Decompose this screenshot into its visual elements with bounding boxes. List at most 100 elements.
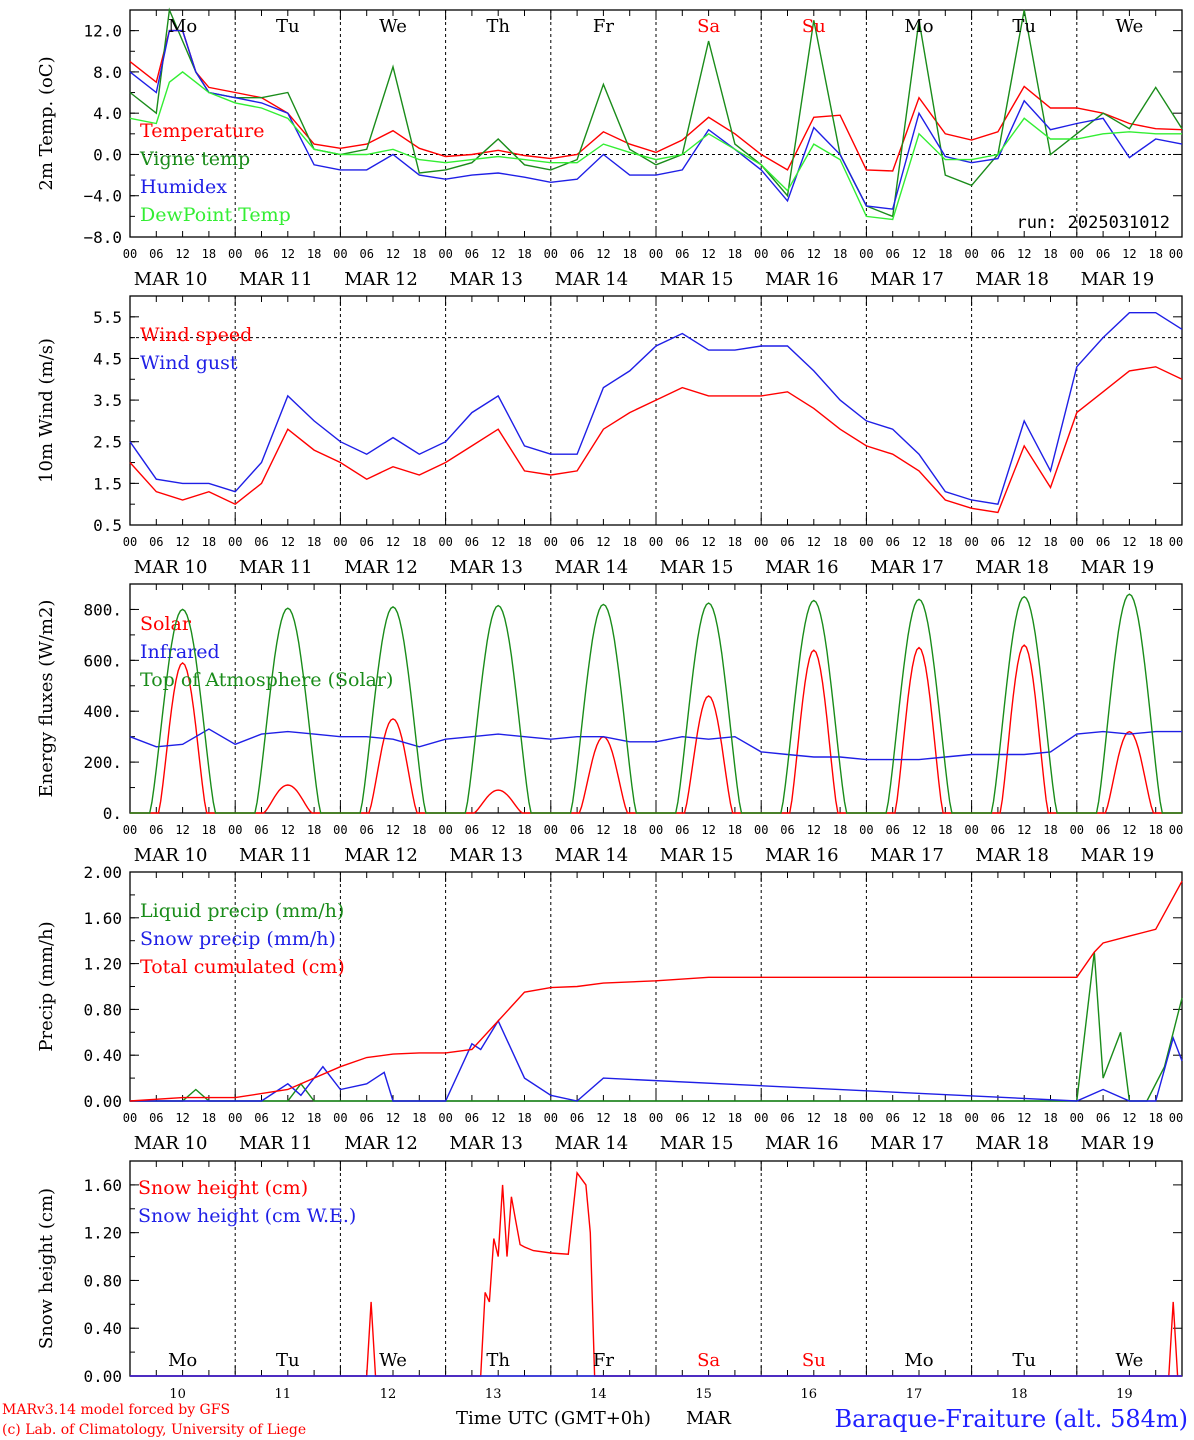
hour-label: 12 — [386, 247, 400, 261]
hour-label: 00 — [649, 1111, 663, 1125]
date-label: MAR 16 — [765, 1133, 839, 1154]
hour-label: 18 — [833, 535, 847, 549]
legend-entry: Humidex — [140, 176, 227, 198]
hour-label: 12 — [175, 535, 189, 549]
hour-label: 18 — [622, 1111, 636, 1125]
hour-label: 06 — [991, 247, 1005, 261]
day-of-week-label: Th — [486, 1350, 510, 1371]
hour-label: 00 — [123, 535, 137, 549]
date-label: MAR 16 — [765, 557, 839, 578]
hour-label: 18 — [622, 247, 636, 261]
y-tick-label: 1.20 — [83, 1224, 122, 1243]
hour-label: 12 — [175, 823, 189, 837]
date-label: MAR 11 — [239, 1133, 313, 1154]
hour-label: 00 — [649, 247, 663, 261]
day-of-week-label: Tu — [276, 1350, 300, 1371]
day-of-week-label: We — [1116, 16, 1144, 37]
hour-label: 12 — [1122, 1111, 1136, 1125]
y-axis-label: 2m Temp. (oC) — [36, 56, 57, 190]
hour-label: 06 — [885, 247, 899, 261]
hour-label: 12 — [1017, 247, 1031, 261]
hour-label: 12 — [281, 247, 295, 261]
date-label: MAR 11 — [239, 845, 313, 866]
hour-label: 00 — [859, 535, 873, 549]
y-axis-label: Precip (mm/h) — [36, 921, 57, 1051]
date-label: MAR 12 — [344, 845, 418, 866]
hour-label: 00 — [1070, 247, 1084, 261]
hour-label: 12 — [701, 1111, 715, 1125]
date-label: MAR 13 — [449, 557, 523, 578]
y-tick-label: 0.0 — [93, 145, 122, 164]
hour-label: 18 — [728, 1111, 742, 1125]
day-number-label: 19 — [1116, 1387, 1133, 1402]
hour-label: 18 — [728, 823, 742, 837]
date-label: MAR 15 — [660, 1133, 734, 1154]
legend-entry: Temperature — [140, 120, 264, 142]
day-of-week-label: Mo — [168, 1350, 197, 1371]
hour-label: 12 — [491, 247, 505, 261]
hour-label: 12 — [491, 535, 505, 549]
hour-label: 12 — [701, 823, 715, 837]
y-tick-label: 0.00 — [83, 1092, 122, 1111]
hour-label: 12 — [596, 247, 610, 261]
hour-label: 00 — [333, 1111, 347, 1125]
hour-label: 00 — [1169, 247, 1183, 261]
panel-1: 12.0 8.0 4.0 0.0 −4.0 −8.0 2m Temp. (oC) Temper… — [36, 7, 1183, 290]
hour-label: 18 — [307, 823, 321, 837]
hour-label: 18 — [517, 823, 531, 837]
hour-label: 00 — [333, 823, 347, 837]
hour-label: 06 — [359, 1111, 373, 1125]
date-label: MAR 17 — [870, 557, 944, 578]
hour-label: 06 — [991, 1111, 1005, 1125]
hour-label: 06 — [359, 535, 373, 549]
y-tick-label: 2.00 — [83, 863, 122, 882]
hour-label: 06 — [885, 823, 899, 837]
hour-label: 00 — [964, 535, 978, 549]
hour-label: 12 — [1122, 535, 1136, 549]
hour-label: 06 — [465, 535, 479, 549]
hour-label: 12 — [281, 823, 295, 837]
hour-label: 12 — [1122, 247, 1136, 261]
hour-label: 18 — [833, 1111, 847, 1125]
hour-label: 18 — [517, 1111, 531, 1125]
day-number-label: 14 — [590, 1387, 607, 1402]
day-of-week-label: Mo — [168, 16, 197, 37]
hour-label: 18 — [1043, 247, 1057, 261]
hour-label: 00 — [1169, 823, 1183, 837]
date-label: MAR 18 — [975, 1133, 1049, 1154]
hour-label: 18 — [412, 823, 426, 837]
hour-label: 18 — [938, 823, 952, 837]
date-label: MAR 15 — [660, 269, 734, 290]
hour-label: 12 — [807, 535, 821, 549]
date-label: MAR 11 — [239, 269, 313, 290]
hour-label: 00 — [649, 823, 663, 837]
hour-label: 06 — [1096, 247, 1110, 261]
date-label: MAR 17 — [870, 269, 944, 290]
hour-label: 00 — [1070, 535, 1084, 549]
hour-label: 12 — [1017, 1111, 1031, 1125]
y-tick-label: 1.5 — [93, 474, 122, 493]
hour-label: 06 — [1096, 1111, 1110, 1125]
y-tick-label: 4.5 — [93, 349, 122, 368]
y-tick-label: 4.0 — [93, 104, 122, 123]
hour-label: 00 — [123, 247, 137, 261]
y-tick-label: 0.40 — [83, 1046, 122, 1065]
day-of-week-label: Tu — [1012, 1350, 1036, 1371]
hour-label: 06 — [149, 535, 163, 549]
day-of-week-label: We — [379, 1350, 407, 1371]
series-line — [130, 593, 1182, 814]
hour-label: 12 — [491, 1111, 505, 1125]
hour-label: 06 — [254, 1111, 268, 1125]
legend-entry: Total cumulated (cm) — [140, 956, 345, 978]
y-tick-label: −4.0 — [83, 187, 122, 206]
month-label: MAR — [686, 1408, 731, 1429]
hour-label: 00 — [964, 823, 978, 837]
hour-label: 12 — [386, 535, 400, 549]
hour-label: 18 — [202, 247, 216, 261]
hour-label: 06 — [359, 823, 373, 837]
day-of-week-label: We — [1116, 1350, 1144, 1371]
hour-label: 00 — [754, 535, 768, 549]
hour-label: 00 — [123, 1111, 137, 1125]
date-label: MAR 16 — [765, 845, 839, 866]
y-tick-label: 0.5 — [93, 516, 122, 535]
